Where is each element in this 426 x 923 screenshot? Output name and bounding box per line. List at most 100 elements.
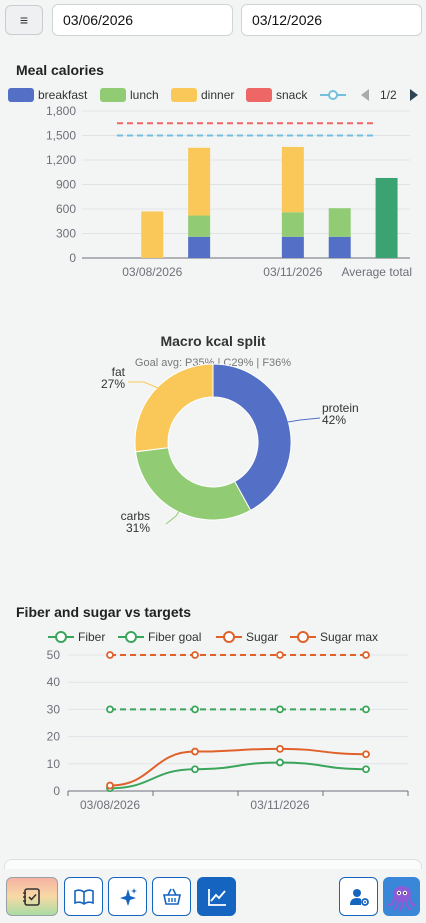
bar-breakfast[interactable]: [328, 236, 351, 258]
y-tick-label: 40: [47, 675, 61, 689]
macro-chart-title: Macro kcal split: [160, 333, 266, 349]
end-date-input[interactable]: [241, 4, 422, 36]
bar-dinner[interactable]: [188, 147, 211, 216]
y-tick-label: 30: [47, 702, 61, 716]
meal-chart-title: Meal calories: [16, 62, 104, 78]
legend-swatch-breakfast[interactable]: [8, 88, 34, 102]
y-tick-label: 300: [56, 227, 76, 241]
point-sugar-max[interactable]: [276, 651, 284, 659]
point-sugar[interactable]: [276, 744, 284, 753]
nav-ai-button[interactable]: [108, 877, 147, 916]
point-sugar-max[interactable]: [191, 651, 199, 659]
point-fiber[interactable]: [276, 758, 284, 767]
y-tick-label: 50: [47, 648, 61, 662]
point-fiber-goal[interactable]: [106, 705, 114, 714]
y-tick-label: 1,800: [46, 104, 76, 118]
slice-protein[interactable]: [212, 363, 292, 512]
nav-recipes-button[interactable]: [64, 877, 103, 916]
legend-label-breakfast[interactable]: breakfast: [38, 88, 88, 102]
legend-label-fiber-goal[interactable]: Fiber goal: [148, 630, 201, 644]
fiber-sugar-chart: Fiber Fiber goal Sugar Sugar max 50 40 30 20 10…: [47, 630, 409, 812]
bottom-sheet-edge: [4, 859, 422, 869]
series-line-sugar: [109, 747, 367, 787]
bottom-nav: [0, 869, 426, 923]
user-settings-icon: [349, 888, 369, 906]
x-tick-label: 03/08/2026: [122, 265, 182, 279]
series-line-fiber: [109, 761, 367, 790]
label-leader-fat: [128, 381, 159, 389]
point-fiber-goal[interactable]: [191, 705, 199, 714]
basket-icon: [162, 888, 181, 905]
slice-pct-carbs: 31%: [126, 521, 150, 535]
x-tick-label: 03/11/2026: [263, 265, 322, 279]
bar-lunch[interactable]: [281, 212, 304, 237]
slice-pct-fat: 27%: [101, 377, 125, 391]
nav-diary-button[interactable]: [6, 877, 58, 916]
point-sugar[interactable]: [362, 750, 370, 759]
slice-fat[interactable]: [134, 363, 214, 453]
legend-page-indicator: 1/2: [380, 88, 397, 102]
legend-swatch-dinner[interactable]: [171, 88, 197, 102]
y-tick-label: 20: [47, 730, 61, 744]
diary-check-icon: [23, 887, 40, 906]
legend-label-sugar[interactable]: Sugar: [246, 630, 278, 644]
bar-dinner[interactable]: [281, 146, 304, 213]
y-tick-label: 0: [69, 251, 76, 265]
x-tick-label: Average total: [342, 265, 413, 279]
meal-calories-chart: breakfast lunch dinner snack 1/2 1,800 1,500 1…: [8, 88, 418, 279]
y-tick-label: 1,500: [46, 129, 76, 143]
bar-breakfast[interactable]: [281, 236, 304, 258]
legend-label-dinner[interactable]: dinner: [201, 88, 234, 102]
x-tick-label: 03/11/2026: [250, 798, 309, 812]
point-fiber[interactable]: [362, 765, 370, 774]
start-date-input[interactable]: [52, 4, 233, 36]
legend-marker[interactable]: [55, 631, 67, 643]
fiber-chart-title: Fiber and sugar vs targets: [16, 604, 192, 620]
octopus-avatar-icon[interactable]: [383, 877, 420, 916]
legend-swatch-lunch[interactable]: [100, 88, 126, 102]
point-fiber-goal[interactable]: [362, 705, 370, 714]
legend-marker[interactable]: [223, 631, 235, 643]
y-tick-label: 1,200: [46, 153, 76, 167]
hamburger-icon: ≡: [19, 12, 29, 28]
point-sugar[interactable]: [191, 747, 199, 756]
nav-groceries-button[interactable]: [152, 877, 191, 916]
nav-account-button[interactable]: [339, 877, 378, 916]
legend-marker[interactable]: [125, 631, 137, 643]
y-tick-label: 900: [56, 178, 76, 192]
y-tick-label: 0: [53, 784, 60, 798]
y-tick-label: 600: [56, 202, 76, 216]
macro-chart-subtitle: Goal avg: P35% | C29% | F36%: [134, 357, 292, 369]
nav-analytics-button[interactable]: [197, 877, 236, 916]
slice-carbs[interactable]: [135, 447, 252, 521]
point-sugar-max[interactable]: [106, 651, 114, 659]
slice-label-fat: fat: [112, 365, 126, 379]
legend-marker-truncated[interactable]: [328, 90, 338, 100]
legend-label-lunch[interactable]: lunch: [130, 88, 159, 102]
slice-pct-protein: 42%: [322, 413, 346, 427]
legend-swatch-snack[interactable]: [246, 88, 272, 102]
legend-marker[interactable]: [297, 631, 309, 643]
point-fiber-goal[interactable]: [276, 705, 284, 714]
top-bar: ≡: [0, 0, 426, 42]
legend-prev-arrow-icon[interactable]: [361, 89, 369, 101]
legend-label-sugar-max[interactable]: Sugar max: [320, 630, 378, 644]
slice-label-protein: protein: [322, 401, 359, 415]
bar-breakfast[interactable]: [188, 236, 211, 258]
slice-label-carbs: carbs: [121, 509, 150, 523]
bar-dinner[interactable]: [141, 211, 164, 258]
point-sugar[interactable]: [106, 781, 114, 790]
point-sugar-max[interactable]: [362, 651, 370, 659]
bar-average-total[interactable]: [375, 177, 398, 258]
point-fiber[interactable]: [191, 765, 199, 774]
menu-button[interactable]: ≡: [5, 5, 43, 35]
legend-next-arrow-icon[interactable]: [410, 89, 418, 101]
legend-label-snack[interactable]: snack: [276, 88, 308, 102]
legend-label-fiber[interactable]: Fiber: [78, 630, 105, 644]
bar-lunch[interactable]: [188, 215, 211, 237]
sparkles-icon: [119, 887, 137, 906]
book-icon: [73, 888, 94, 905]
bar-lunch[interactable]: [328, 208, 351, 237]
octopus-graphic: [387, 885, 416, 911]
